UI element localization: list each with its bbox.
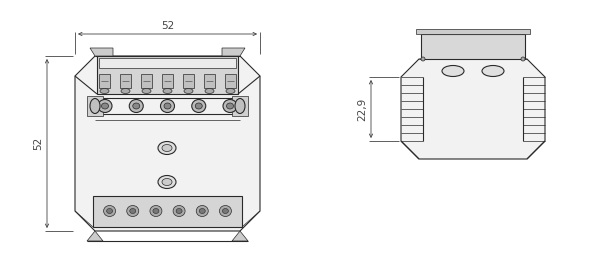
Ellipse shape (158, 141, 176, 155)
Ellipse shape (129, 99, 143, 112)
Bar (162, 74, 173, 88)
Ellipse shape (158, 176, 176, 189)
Polygon shape (87, 231, 103, 241)
Ellipse shape (235, 98, 245, 113)
Ellipse shape (153, 208, 159, 213)
Ellipse shape (223, 99, 237, 112)
Ellipse shape (205, 89, 214, 93)
Ellipse shape (162, 145, 172, 152)
Ellipse shape (104, 205, 116, 217)
Text: 52: 52 (33, 137, 43, 150)
Bar (99, 74, 110, 88)
Ellipse shape (142, 89, 151, 93)
Bar (120, 74, 131, 88)
Bar (97, 56, 238, 94)
Polygon shape (232, 231, 248, 241)
Ellipse shape (90, 98, 100, 113)
Polygon shape (90, 48, 113, 56)
Ellipse shape (107, 208, 113, 213)
Ellipse shape (199, 208, 205, 213)
Ellipse shape (226, 89, 235, 93)
Ellipse shape (162, 178, 172, 185)
Bar (204, 74, 215, 88)
Ellipse shape (192, 99, 206, 112)
Ellipse shape (195, 103, 202, 109)
Ellipse shape (161, 99, 175, 112)
Ellipse shape (421, 57, 425, 61)
Polygon shape (75, 56, 260, 231)
Ellipse shape (173, 205, 185, 217)
Polygon shape (222, 48, 245, 56)
Ellipse shape (127, 205, 139, 217)
Ellipse shape (227, 103, 233, 109)
Polygon shape (421, 34, 525, 59)
Ellipse shape (130, 208, 136, 213)
Ellipse shape (220, 205, 232, 217)
Polygon shape (401, 59, 545, 159)
Ellipse shape (100, 89, 109, 93)
Ellipse shape (521, 57, 525, 61)
Ellipse shape (133, 103, 140, 109)
Ellipse shape (101, 103, 109, 109)
Bar (99, 58, 236, 68)
Bar (93, 196, 242, 227)
Ellipse shape (176, 208, 182, 213)
Ellipse shape (150, 205, 162, 217)
Ellipse shape (482, 66, 504, 76)
Ellipse shape (196, 205, 208, 217)
Text: 22,9: 22,9 (357, 97, 367, 121)
Bar (183, 74, 194, 88)
Ellipse shape (184, 89, 193, 93)
Polygon shape (232, 96, 248, 116)
Ellipse shape (98, 99, 112, 112)
Text: 52: 52 (161, 21, 174, 31)
Polygon shape (87, 96, 103, 116)
Ellipse shape (121, 89, 130, 93)
Bar (416, 29, 530, 34)
Ellipse shape (163, 89, 172, 93)
Ellipse shape (164, 103, 171, 109)
Bar (225, 74, 236, 88)
Ellipse shape (442, 66, 464, 76)
Ellipse shape (223, 208, 229, 213)
Bar (141, 74, 152, 88)
